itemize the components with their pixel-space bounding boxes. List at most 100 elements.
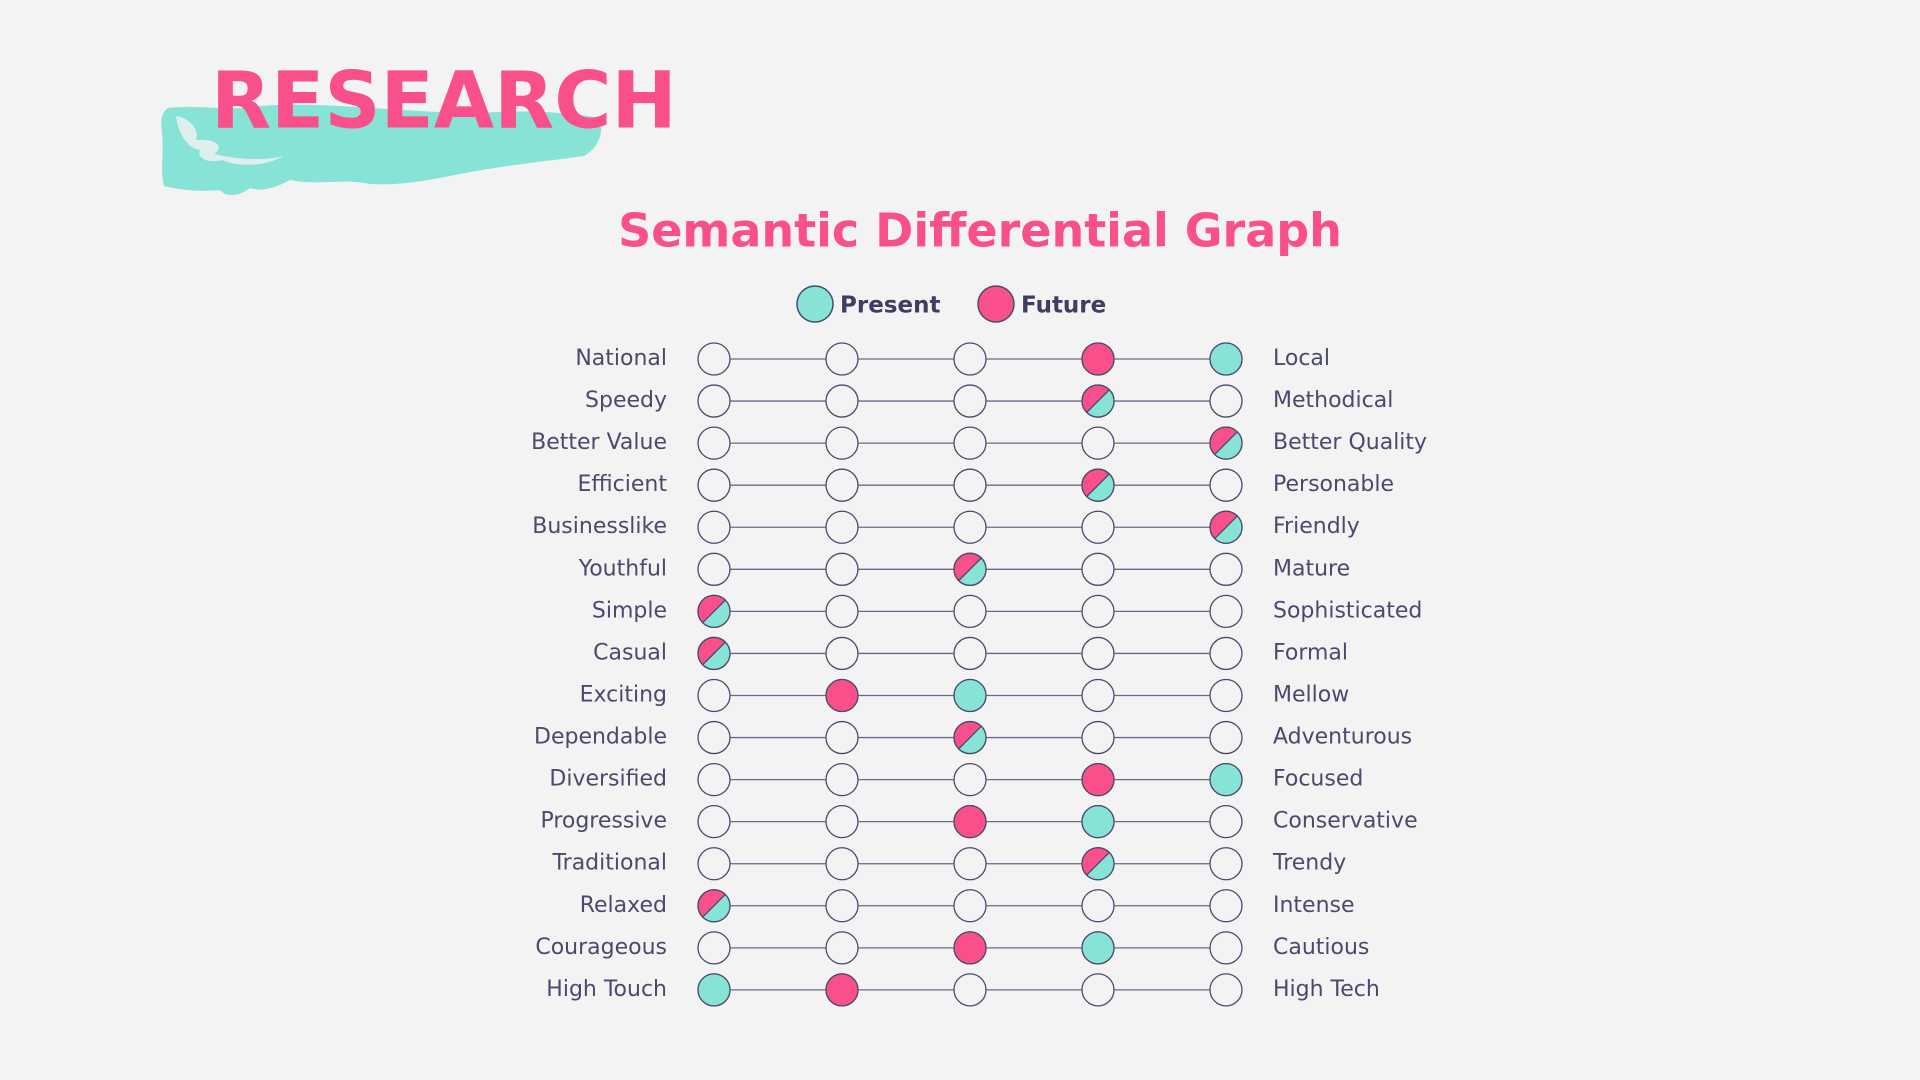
scale-point bbox=[697, 384, 731, 418]
future-marker bbox=[825, 973, 859, 1007]
scale-point bbox=[697, 426, 731, 460]
right-label: Conservative bbox=[1273, 809, 1418, 834]
right-label: Adventurous bbox=[1273, 725, 1412, 750]
present-half bbox=[1214, 515, 1242, 544]
marker-split bbox=[702, 894, 726, 918]
scale-point bbox=[825, 426, 859, 460]
scale-point bbox=[825, 384, 859, 418]
scale-point bbox=[953, 426, 987, 460]
future-half bbox=[1209, 427, 1238, 455]
marker-split bbox=[702, 599, 726, 624]
legend-label: Present bbox=[840, 293, 940, 319]
scale-point bbox=[1209, 594, 1243, 629]
present-half bbox=[958, 557, 986, 586]
future-marker bbox=[953, 805, 987, 839]
present-half bbox=[1086, 473, 1114, 502]
left-label: Progressive bbox=[540, 809, 667, 834]
present-marker bbox=[1209, 762, 1243, 797]
scale-point bbox=[953, 636, 987, 671]
left-label: Exciting bbox=[580, 682, 667, 707]
right-label: Local bbox=[1273, 346, 1330, 371]
scale-point bbox=[1209, 847, 1243, 881]
present-marker bbox=[1081, 931, 1115, 965]
scale-point bbox=[1081, 426, 1115, 460]
scale-point bbox=[825, 847, 859, 881]
scale-point bbox=[697, 805, 731, 839]
chart-title: Semantic Differential Graph bbox=[618, 204, 1342, 258]
marker-split bbox=[1214, 515, 1238, 540]
left-label: Relaxed bbox=[580, 893, 667, 918]
scale-point bbox=[697, 720, 731, 755]
future-half bbox=[1081, 385, 1110, 413]
present-half bbox=[702, 642, 730, 670]
scale-point bbox=[953, 762, 987, 797]
marker-outline bbox=[1209, 510, 1243, 544]
left-label: Simple bbox=[592, 598, 667, 623]
scale-point bbox=[697, 762, 731, 797]
marker-outline bbox=[1081, 384, 1115, 418]
marker-split bbox=[702, 641, 726, 666]
future-half bbox=[698, 595, 726, 623]
scale-point bbox=[953, 889, 987, 923]
scale-point bbox=[1081, 510, 1115, 544]
scale-point bbox=[825, 805, 859, 839]
present-marker bbox=[1081, 805, 1115, 839]
scale-point bbox=[1081, 889, 1115, 923]
future-half bbox=[1209, 511, 1238, 539]
right-label: Trendy bbox=[1272, 851, 1346, 876]
future-marker bbox=[825, 678, 859, 713]
scale-point bbox=[825, 552, 859, 586]
scale-point bbox=[825, 720, 859, 755]
scale-point bbox=[825, 636, 859, 671]
right-label: Sophisticated bbox=[1273, 598, 1422, 623]
left-label: Traditional bbox=[551, 851, 667, 876]
scale-point bbox=[697, 847, 731, 881]
scale-point bbox=[1209, 805, 1243, 839]
scale-point bbox=[697, 342, 731, 376]
scale-point bbox=[1081, 720, 1115, 755]
marker-outline bbox=[1081, 847, 1115, 881]
brush-stroke bbox=[176, 116, 284, 165]
scale-point bbox=[1209, 552, 1243, 586]
marker-outline bbox=[953, 720, 987, 755]
marker-split bbox=[958, 725, 982, 750]
scale-point bbox=[1081, 552, 1115, 586]
future-marker bbox=[1081, 342, 1115, 376]
scale-point bbox=[1209, 720, 1243, 755]
scale-point bbox=[953, 510, 987, 544]
scale-point bbox=[1209, 931, 1243, 965]
right-label: Methodical bbox=[1273, 388, 1393, 413]
right-label: Mature bbox=[1273, 556, 1350, 581]
scale-point bbox=[1209, 468, 1243, 502]
future-marker bbox=[953, 931, 987, 965]
scale-point bbox=[825, 342, 859, 376]
present-marker bbox=[1209, 342, 1243, 376]
right-label: Intense bbox=[1273, 893, 1355, 918]
scale-point bbox=[1209, 636, 1243, 671]
present-half bbox=[958, 726, 986, 754]
scale-point bbox=[953, 594, 987, 629]
marker-split bbox=[958, 557, 982, 582]
marker-split bbox=[1086, 851, 1110, 876]
right-label: Formal bbox=[1273, 640, 1348, 665]
left-label: High Touch bbox=[546, 977, 667, 1002]
left-label: Dependable bbox=[534, 725, 667, 750]
marker-outline bbox=[697, 594, 731, 629]
right-label: Personable bbox=[1273, 472, 1394, 497]
scale-point bbox=[697, 468, 731, 502]
left-label: Speedy bbox=[585, 388, 667, 413]
scale-point bbox=[1081, 678, 1115, 713]
scale-point bbox=[697, 552, 731, 586]
marker-outline bbox=[697, 636, 731, 671]
present-half bbox=[1214, 431, 1242, 460]
left-label: Casual bbox=[593, 640, 667, 665]
future-half bbox=[953, 553, 982, 581]
marker-outline bbox=[953, 552, 987, 586]
future-marker bbox=[1081, 762, 1115, 797]
left-label: National bbox=[575, 346, 667, 371]
present-half bbox=[1086, 389, 1114, 418]
scale-point bbox=[1209, 973, 1243, 1007]
future-half bbox=[1082, 847, 1110, 876]
present-half bbox=[702, 600, 730, 628]
scale-point bbox=[697, 510, 731, 544]
